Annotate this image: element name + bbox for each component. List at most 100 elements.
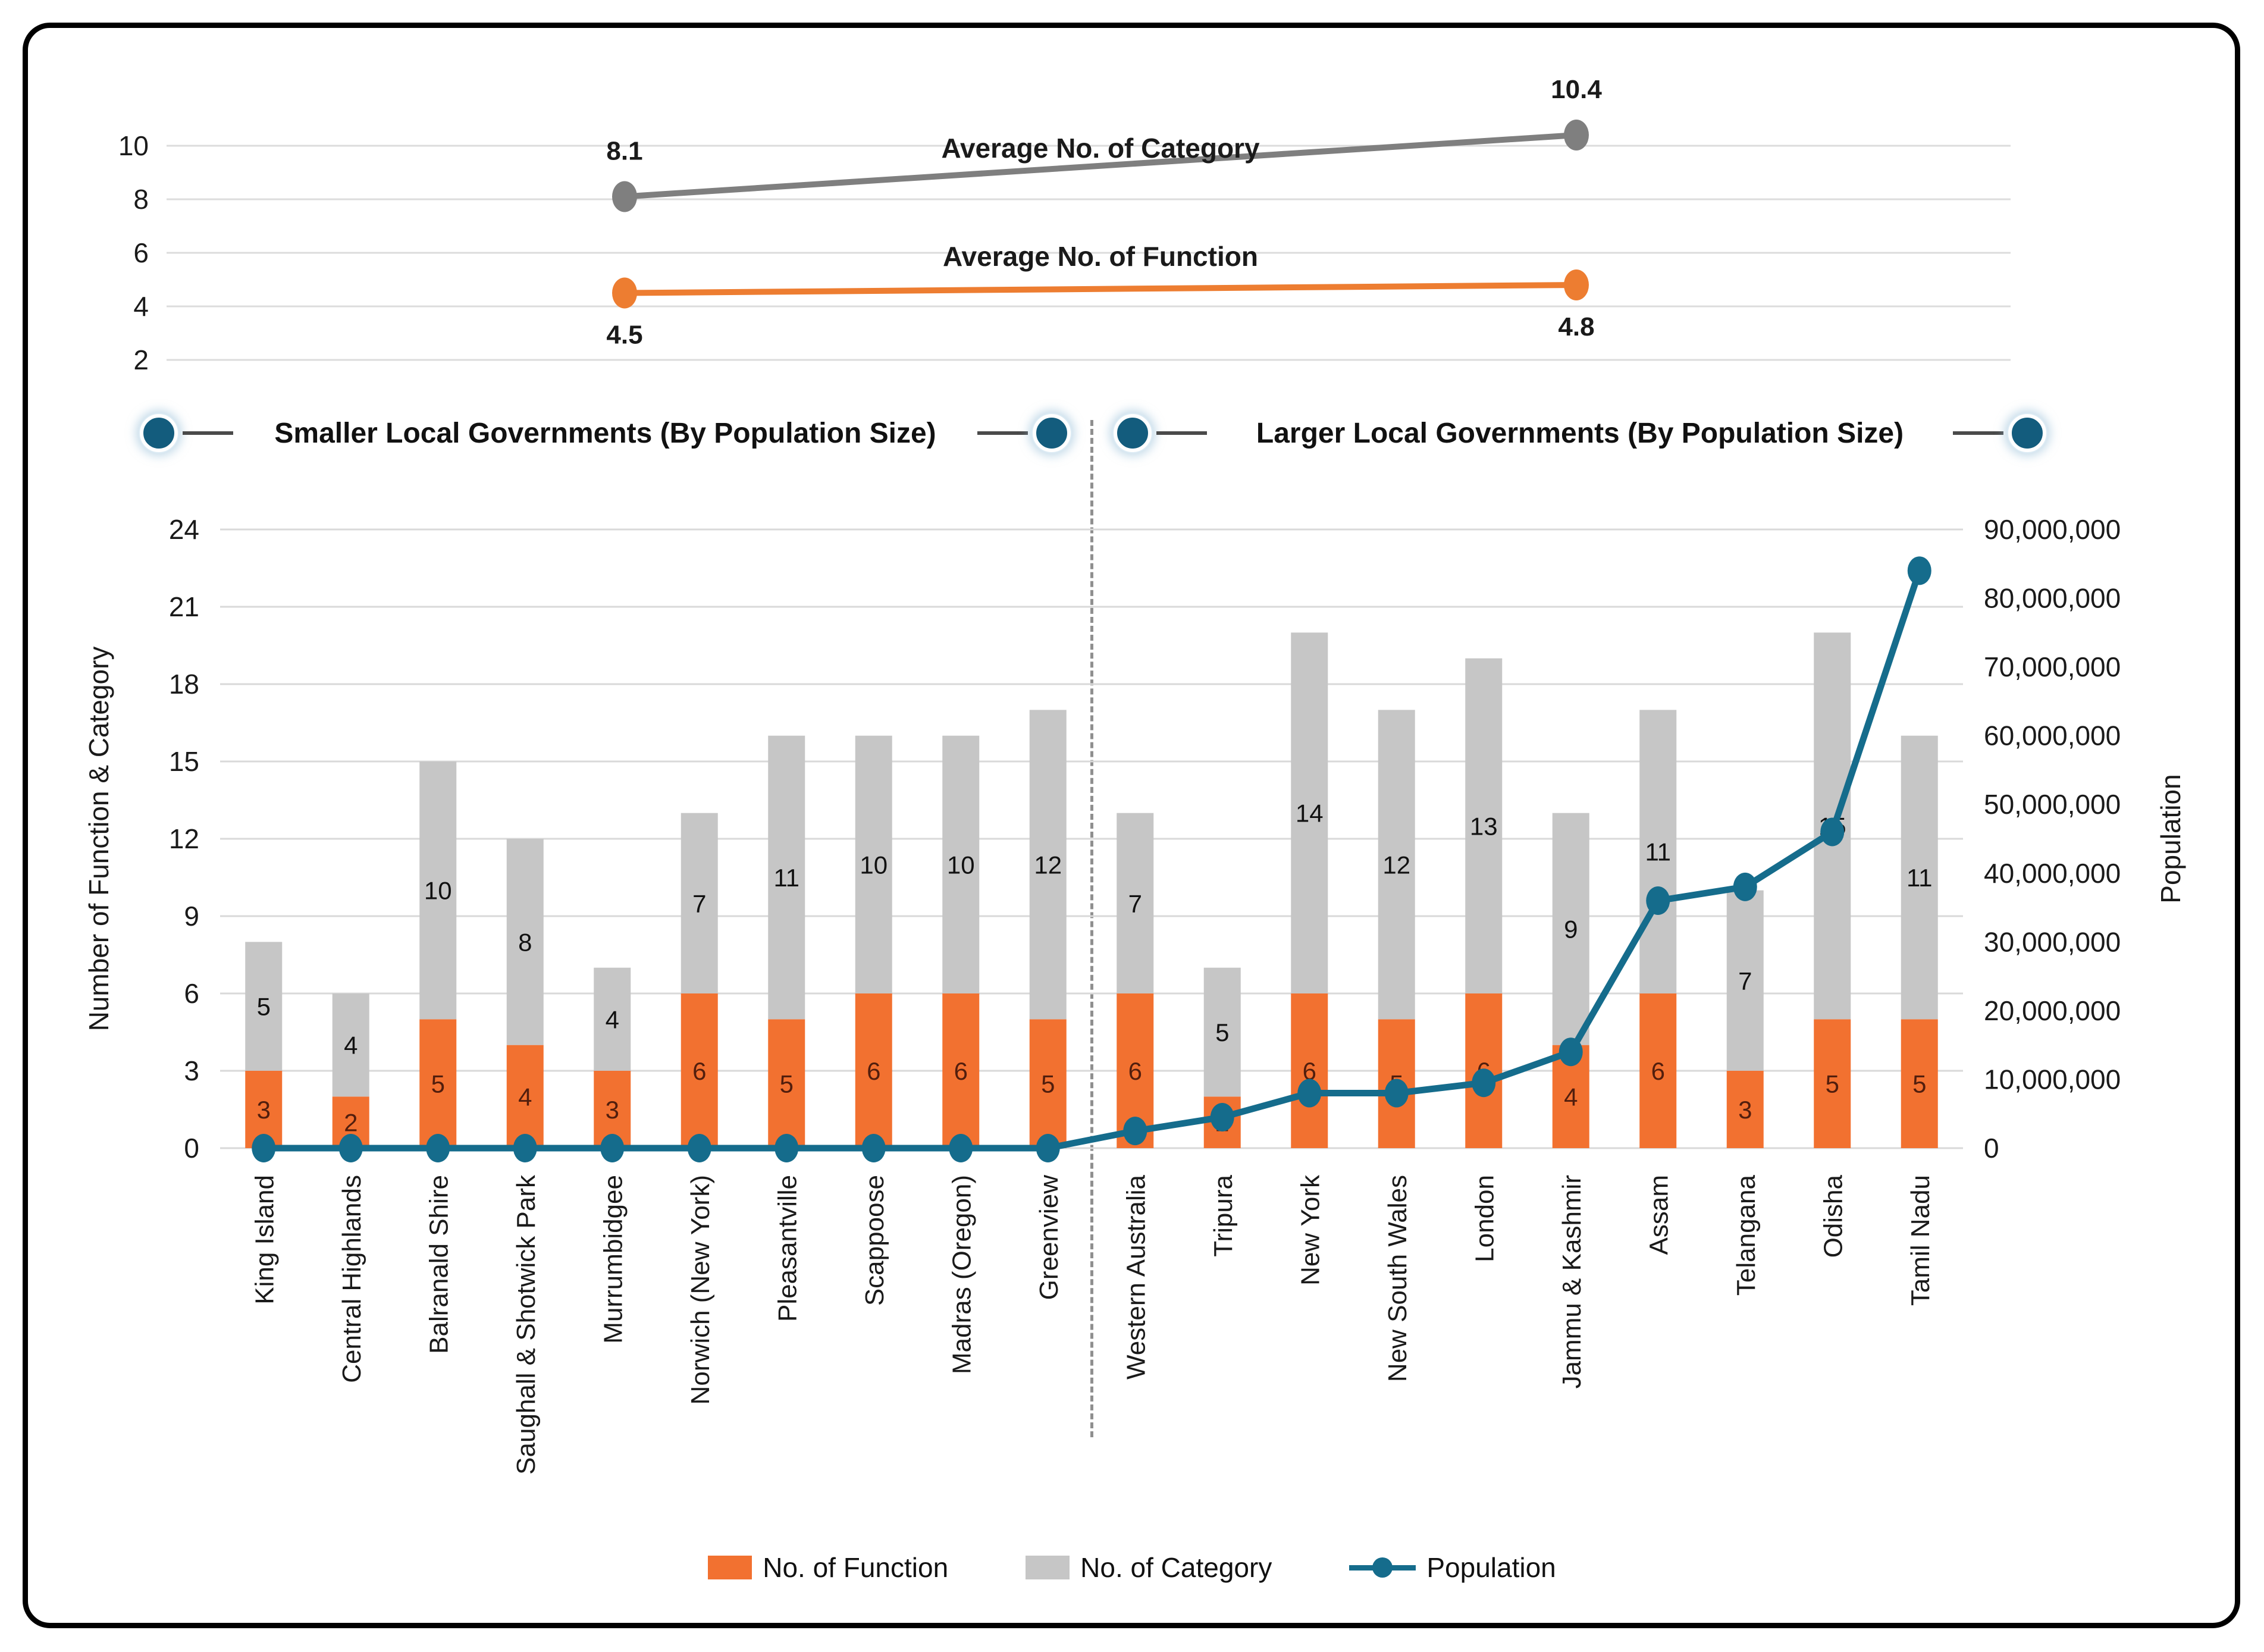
x-axis-label: Telangana — [1732, 1174, 1761, 1296]
function-value-label: 3 — [257, 1096, 271, 1124]
population-point — [1297, 1079, 1322, 1108]
main-combo-chart: 03691215182124010,000,00020,000,00030,00… — [83, 514, 2186, 1475]
bar-category-segment — [1117, 813, 1154, 993]
category-value-label: 4 — [344, 1032, 358, 1059]
bar-category-segment — [681, 813, 718, 993]
bar-function-segment — [1814, 1019, 1851, 1148]
average-line — [624, 282, 1577, 296]
function-value-label: 6 — [954, 1057, 968, 1085]
x-axis-label: London — [1470, 1175, 1499, 1262]
right-tick-label: 80,000,000 — [1984, 583, 2121, 614]
population-point — [774, 1134, 799, 1162]
category-value-label: 4 — [606, 1005, 619, 1033]
bar-function-segment — [855, 993, 892, 1148]
category-value-label: 12 — [1034, 851, 1062, 879]
category-value-label: 10 — [860, 851, 888, 879]
population-point — [949, 1134, 973, 1162]
population-point — [1384, 1079, 1409, 1108]
x-axis-label: Tamil Nadu — [1906, 1175, 1935, 1306]
average-marker — [1564, 269, 1589, 300]
category-value-label: 7 — [1738, 967, 1752, 995]
function-value-label: 6 — [1651, 1057, 1665, 1085]
category-value-label: 11 — [1645, 838, 1671, 866]
category-value-label: 13 — [1470, 812, 1498, 840]
section-header-smaller-label: Smaller Local Governments (By Population… — [274, 417, 936, 449]
y-tick-label: 10 — [118, 130, 149, 161]
population-point — [1820, 817, 1845, 847]
x-axis-label: Central Highlands — [337, 1175, 366, 1383]
function-value-label: 5 — [780, 1070, 794, 1098]
bullet-circle-icon — [2008, 414, 2046, 452]
average-series-label: Average No. of Category — [941, 133, 1260, 164]
legend-item-function: No. of Function — [708, 1551, 948, 1584]
right-tick-label: 0 — [1984, 1133, 1999, 1164]
average-value-label: 10.4 — [1551, 75, 1602, 104]
function-value-label: 6 — [1128, 1057, 1142, 1085]
bullet-circle-icon — [1114, 414, 1152, 452]
x-axis-label: Saughall & Shotwick Park — [512, 1174, 541, 1475]
x-axis-label: Tripura — [1209, 1174, 1238, 1256]
function-value-label: 5 — [1041, 1070, 1055, 1098]
right-tick-label: 60,000,000 — [1984, 720, 2121, 751]
category-value-label: 12 — [1382, 851, 1410, 879]
bar-category-segment — [1203, 967, 1241, 1097]
category-value-label: 11 — [1906, 864, 1933, 892]
y-tick-label: 4 — [133, 291, 149, 322]
left-tick-label: 15 — [169, 746, 199, 777]
bar-category-segment — [1726, 890, 1764, 1071]
x-axis-label: Pleasantville — [773, 1175, 802, 1322]
bar-category-segment — [506, 839, 544, 1045]
function-value-label: 6 — [692, 1057, 706, 1085]
left-axis-title: Number of Function & Category — [83, 647, 114, 1032]
population-line-marker-icon — [1349, 1556, 1416, 1579]
x-axis-label: Jammu & Kashmir — [1557, 1175, 1586, 1388]
group-divider-dashed-line — [1090, 420, 1093, 1437]
x-axis-label: Scappoose — [860, 1175, 889, 1306]
category-value-label: 7 — [692, 889, 706, 917]
right-tick-label: 70,000,000 — [1984, 651, 2121, 682]
header-connector-line — [183, 431, 233, 435]
function-value-label: 4 — [518, 1083, 532, 1111]
function-value-label: 6 — [867, 1057, 880, 1085]
category-value-label: 7 — [1128, 889, 1142, 917]
category-value-label: 9 — [1564, 916, 1578, 943]
average-marker — [1564, 120, 1589, 151]
right-tick-label: 90,000,000 — [1984, 514, 2121, 545]
function-value-label: 4 — [1564, 1083, 1578, 1111]
bar-function-segment — [1726, 1071, 1764, 1148]
left-tick-label: 21 — [169, 591, 199, 622]
x-axis-label: King Island — [250, 1175, 279, 1305]
population-point — [426, 1134, 450, 1162]
x-axis-label: Odisha — [1818, 1174, 1848, 1258]
x-axis-label: Balranald Shire — [424, 1175, 453, 1354]
population-point — [600, 1134, 625, 1162]
y-tick-label: 6 — [133, 237, 149, 268]
figure-border — [23, 23, 2240, 1628]
function-value-label: 2 — [344, 1109, 358, 1137]
legend-item-category: No. of Category — [1026, 1551, 1272, 1584]
legend: No. of Function No. of Category Populati… — [0, 1551, 2264, 1584]
bullet-circle-icon — [140, 414, 178, 452]
population-point — [1559, 1037, 1583, 1067]
average-value-label: 8.1 — [606, 137, 642, 166]
bar-category-segment — [1029, 710, 1067, 1020]
bar-category-segment — [245, 942, 283, 1071]
x-axis-label: New South Wales — [1383, 1175, 1412, 1382]
bullet-circle-icon — [1033, 414, 1071, 452]
right-tick-label: 40,000,000 — [1984, 858, 2121, 889]
x-axis-label: Western Australia — [1121, 1174, 1150, 1380]
average-line — [624, 132, 1577, 200]
left-tick-label: 3 — [184, 1055, 199, 1086]
bar-function-segment — [768, 1019, 805, 1148]
bar-category-segment — [1639, 710, 1677, 993]
function-value-label: 6 — [1303, 1057, 1316, 1085]
function-value-label: 3 — [606, 1096, 619, 1124]
legend-item-population: Population — [1349, 1551, 1556, 1584]
bar-category-segment — [942, 735, 980, 993]
category-value-label: 10 — [424, 877, 452, 905]
function-value-label: 5 — [1826, 1070, 1839, 1098]
bar-category-segment — [594, 967, 631, 1071]
x-axis-label: Madras (Oregon) — [947, 1175, 976, 1374]
section-header-larger: Larger Local Governments (By Population … — [1114, 414, 2046, 452]
